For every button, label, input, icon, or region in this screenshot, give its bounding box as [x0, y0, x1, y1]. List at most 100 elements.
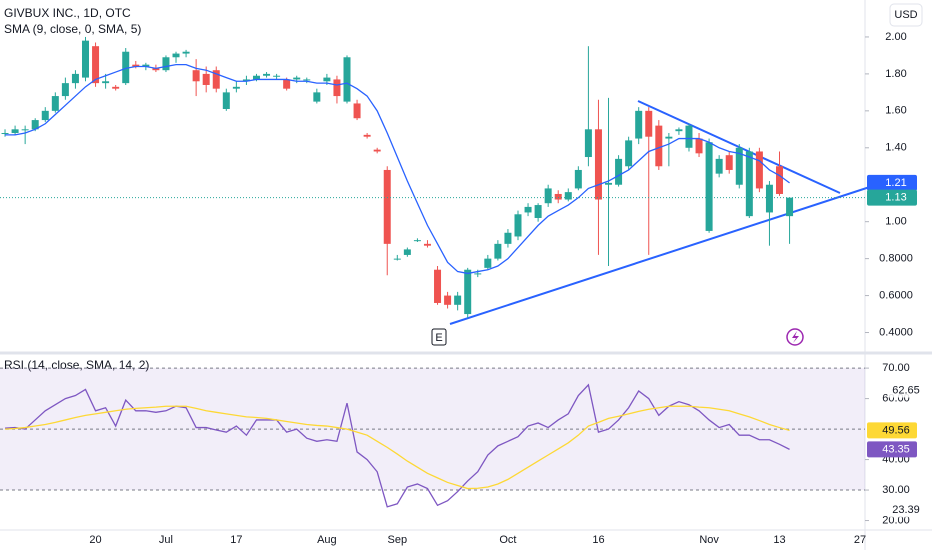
candle-body	[21, 129, 29, 131]
currency: USD	[894, 9, 917, 21]
candle-body	[283, 79, 291, 89]
candle-body	[574, 169, 582, 189]
price-badge	[867, 174, 917, 191]
rsi-title: RSI (14, close, SMA, 14, 2)	[4, 358, 149, 372]
candle-body	[343, 57, 351, 102]
candle-body	[413, 240, 421, 242]
price-badge	[867, 441, 917, 458]
candle-body	[363, 134, 371, 137]
candle-body	[81, 40, 89, 78]
x-tick-label: Nov	[699, 534, 719, 546]
candle-body	[182, 51, 190, 54]
candle-body	[735, 147, 743, 185]
candle-body	[645, 110, 653, 137]
candle-body	[1, 133, 9, 135]
candle-body	[263, 73, 271, 76]
y-tick-label: 70.00	[882, 362, 910, 374]
y-tick-label: 1.80	[885, 68, 906, 80]
label-bg	[888, 503, 924, 518]
candle-body	[786, 197, 794, 217]
candle-body	[504, 232, 512, 244]
candle-body	[474, 273, 482, 275]
indicator-title: SMA (9, close, 0, SMA, 5)	[4, 22, 141, 36]
candle-body	[765, 184, 773, 213]
price-badge	[867, 422, 917, 439]
price-badge-label: 43.35	[882, 443, 910, 455]
candle-body	[393, 258, 401, 260]
candle-body	[534, 205, 542, 218]
x-tick-label: 17	[230, 534, 242, 546]
candle-body	[61, 83, 69, 97]
candle-body	[725, 155, 733, 170]
candle-body	[102, 81, 110, 84]
y-tick-label: 0.4000	[879, 326, 913, 338]
candle-body	[112, 86, 120, 89]
candle-body	[92, 46, 100, 84]
candle-body	[313, 92, 321, 102]
candle-body	[202, 73, 210, 85]
candle-body	[615, 158, 623, 185]
series-line	[4, 405, 790, 490]
candle-body	[715, 158, 723, 174]
candle-body	[454, 295, 462, 305]
candle-body	[132, 64, 140, 67]
x-tick-label: 20	[89, 534, 101, 546]
candle-body	[625, 140, 633, 167]
currency-box[interactable]	[889, 3, 923, 27]
x-tick-label: Oct	[499, 534, 516, 546]
candle-body	[685, 125, 693, 148]
candle-body	[444, 295, 452, 305]
candle-body	[71, 73, 79, 84]
x-tick-label: 16	[592, 534, 604, 546]
price-badge-label: 49.56	[882, 424, 910, 436]
candle-body	[665, 136, 673, 139]
y-tick-label: 1.40	[885, 142, 906, 154]
candle-body	[373, 149, 381, 152]
candle-body	[323, 77, 331, 82]
trend-line[interactable]	[449, 181, 886, 325]
candle-body	[51, 96, 59, 111]
candle-body	[383, 169, 391, 244]
candle-body	[162, 57, 170, 71]
candle-body	[776, 166, 784, 194]
candle-body	[584, 129, 592, 158]
candle-body	[494, 243, 502, 259]
price-badge-label: 1.13	[885, 192, 906, 204]
candle-body	[353, 103, 361, 119]
lightning	[792, 331, 799, 343]
candle-body	[524, 206, 532, 213]
candle-body	[514, 214, 522, 237]
candle-body	[675, 129, 683, 132]
label-bg	[888, 383, 924, 398]
candle-body	[252, 75, 260, 80]
y-tick-label: 20.00	[882, 514, 910, 526]
candle-body	[242, 79, 250, 82]
series-line	[4, 383, 790, 508]
candle-body	[273, 75, 281, 77]
candle-body	[544, 188, 552, 204]
candle-body	[745, 151, 753, 217]
candle-body	[403, 249, 411, 255]
x-tick-label: Aug	[317, 534, 337, 546]
candle-body	[142, 64, 150, 67]
candle-body	[31, 120, 39, 130]
candle-body	[484, 258, 492, 268]
y-tick-label: 30.00	[882, 484, 910, 496]
candle-body	[333, 79, 341, 97]
x-tick-label: 27	[854, 534, 866, 546]
candle-body	[554, 193, 562, 200]
y-tick-label: 0.8000	[879, 253, 913, 265]
candle-body	[423, 243, 431, 246]
candle-body	[605, 182, 613, 185]
chart-title: GIVBUX INC., 1D, OTC	[4, 6, 131, 20]
candle-body	[705, 142, 713, 231]
candle-body	[303, 79, 311, 81]
earnings-marker[interactable]	[431, 328, 447, 346]
y-tick-label: 1.60	[885, 105, 906, 117]
x-tick-label: 13	[773, 534, 785, 546]
candle-body	[434, 269, 442, 303]
candle-body	[695, 138, 703, 154]
candle-body	[594, 129, 602, 200]
y-tick-label: 1.00	[885, 216, 906, 228]
